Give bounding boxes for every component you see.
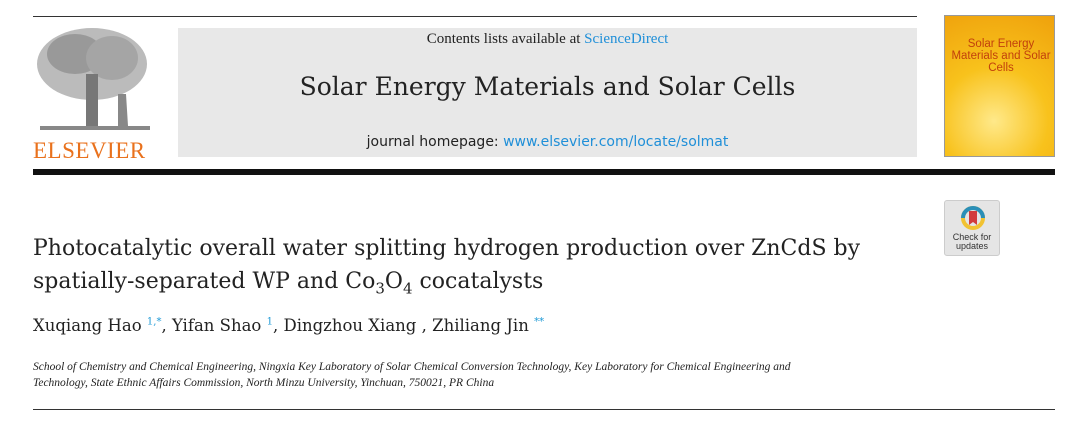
- author-mark[interactable]: 1,*: [146, 316, 162, 328]
- journal-banner: Contents lists available at ScienceDirec…: [178, 28, 917, 157]
- title-line-2: spatially-separated WP and Co3O4 cocatal…: [33, 269, 544, 298]
- tree-icon: [37, 28, 150, 130]
- title-line-1: Photocatalytic overall water splitting h…: [33, 236, 861, 261]
- contents-availability: Contents lists available at ScienceDirec…: [178, 31, 917, 48]
- journal-cover[interactable]: Solar Energy Materials and Solar Cells: [944, 15, 1055, 157]
- header-bar: [33, 169, 1055, 175]
- sciencedirect-link[interactable]: ScienceDirect: [584, 31, 669, 47]
- affiliation: School of Chemistry and Chemical Enginee…: [33, 359, 933, 391]
- affiliation-line-2: Technology, State Ethnic Affairs Commiss…: [33, 377, 495, 389]
- bottom-rule: [33, 409, 1055, 410]
- author-mark[interactable]: 1: [266, 316, 273, 328]
- author-name[interactable]: Dingzhou Xiang: [283, 316, 417, 335]
- affiliation-line-1: School of Chemistry and Chemical Enginee…: [33, 361, 791, 373]
- author-mark[interactable]: **: [534, 316, 545, 328]
- homepage-prefix: journal homepage:: [366, 134, 504, 150]
- article-title: Photocatalytic overall water splitting h…: [33, 232, 923, 305]
- author-list: Xuqiang Hao 1,*, Yifan Shao 1, Dingzhou …: [33, 316, 545, 335]
- author-name[interactable]: Zhiliang Jin: [432, 316, 529, 335]
- top-rule: [33, 16, 917, 17]
- bookmark-ring-icon: [961, 206, 985, 230]
- journal-title: Solar Energy Materials and Solar Cells: [299, 72, 796, 101]
- homepage-link[interactable]: www.elsevier.com/locate/solmat: [503, 134, 729, 150]
- check-for-updates-label: Check for updates: [952, 232, 992, 251]
- author-name[interactable]: Xuqiang Hao: [33, 316, 142, 335]
- author-name[interactable]: Yifan Shao: [171, 316, 262, 335]
- contents-prefix: Contents lists available at: [426, 31, 585, 47]
- cover-title: Solar Energy Materials and Solar Cells: [951, 38, 1051, 74]
- journal-homepage: journal homepage: www.elsevier.com/locat…: [178, 134, 917, 150]
- check-for-updates-button[interactable]: Check for updates: [944, 200, 1000, 256]
- elsevier-logo-text: ELSEVIER: [33, 138, 146, 163]
- elsevier-tree-logo: [30, 24, 155, 159]
